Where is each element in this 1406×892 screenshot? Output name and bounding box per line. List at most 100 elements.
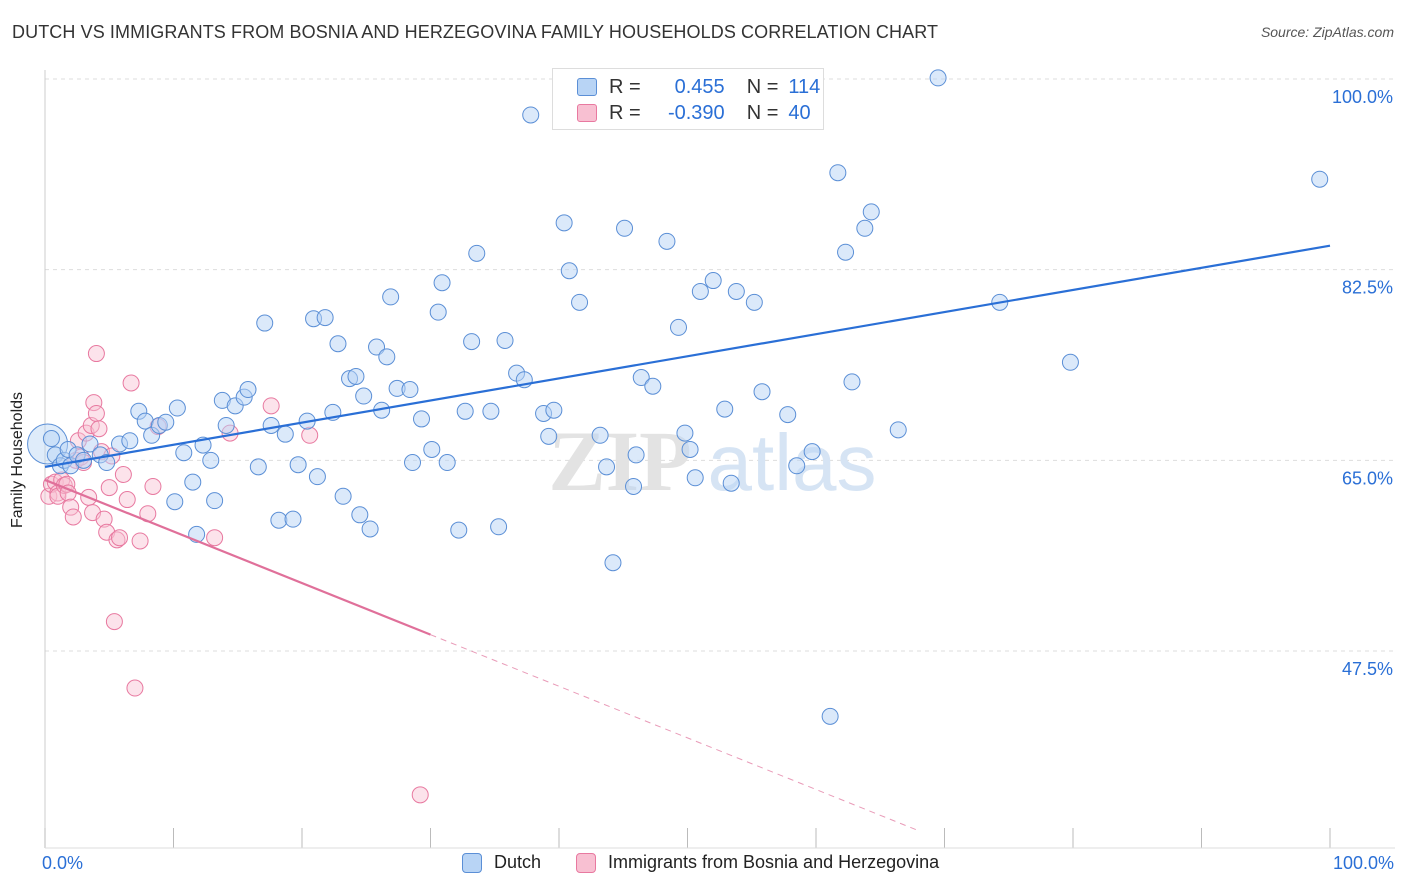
dutch-point — [803, 443, 821, 461]
bosnia-legend-label: Immigrants from Bosnia and Herzegovina — [608, 852, 940, 872]
dutch-point — [496, 331, 514, 349]
dutch-point — [704, 272, 722, 290]
dutch-point — [1061, 353, 1079, 371]
dutch-point — [136, 412, 154, 430]
dutch-point — [632, 369, 650, 387]
dutch-legend-swatch — [462, 852, 482, 873]
dutch-point — [598, 458, 616, 476]
y-tick-label: 47.5% — [1342, 659, 1393, 679]
bosnia-points — [40, 345, 429, 804]
dutch-point — [591, 426, 609, 444]
legend-item-dutch: Dutch — [462, 852, 541, 873]
dutch-point — [382, 288, 400, 306]
bosnia-point — [100, 479, 118, 497]
dutch-point — [482, 402, 500, 420]
x-tick-label-max: 100.0% — [1332, 853, 1394, 873]
legend-item-bosnia: Immigrants from Bosnia and Herzegovina — [576, 852, 939, 873]
dutch-points — [27, 69, 1329, 725]
dutch-point — [262, 416, 280, 434]
bosnia-point — [122, 374, 140, 392]
bosnia-point — [87, 345, 105, 363]
bosnia-legend-swatch — [576, 852, 596, 873]
bosnia-point — [58, 475, 76, 493]
dutch-point — [788, 457, 806, 475]
legend-n-label: N = — [746, 101, 779, 124]
dutch-point — [843, 373, 861, 391]
dutch-point — [929, 69, 947, 87]
dutch-point — [316, 309, 334, 327]
dutch-point — [627, 446, 645, 464]
dutch-point — [334, 487, 352, 505]
dutch-point — [347, 367, 365, 385]
dutch-point — [727, 282, 745, 300]
dutch-point — [670, 318, 688, 336]
legend-n-value: 40 — [788, 101, 811, 124]
grid-layer — [45, 78, 1395, 652]
dutch-point — [616, 219, 634, 237]
dutch-point — [378, 348, 396, 366]
bosnia-point — [105, 613, 123, 631]
dutch-point — [168, 399, 186, 417]
y-tick-label: 82.5% — [1342, 278, 1393, 298]
axis-layer — [44, 70, 1395, 849]
chart-title: DUTCH VS IMMIGRANTS FROM BOSNIA AND HERZ… — [12, 22, 939, 42]
source-label: Source: ZipAtlas.com — [1260, 24, 1394, 40]
trend-layer — [44, 244, 1331, 832]
legend-r-label: R = — [609, 101, 641, 124]
dutch-point — [98, 454, 116, 472]
dutch-point — [157, 413, 175, 431]
dutch-point — [308, 468, 326, 486]
dutch-point — [1311, 170, 1329, 188]
y-tick-label: 65.0% — [1342, 468, 1393, 488]
legend-r-value: 0.455 — [674, 75, 725, 98]
dutch-point — [413, 410, 431, 428]
dutch-point — [284, 510, 302, 528]
dutch-point — [206, 492, 224, 510]
bosnia-point — [49, 487, 67, 505]
y-tick-labels: 47.5% 65.0% 82.5% 100.0% — [1332, 87, 1393, 679]
dutch-point — [175, 444, 193, 462]
dutch-point — [249, 458, 267, 476]
dutch-point — [676, 424, 694, 442]
bosnia-point — [114, 465, 132, 483]
bosnia-point — [262, 397, 280, 415]
dutch-point — [289, 456, 307, 474]
dutch-point — [691, 282, 709, 300]
dutch-point — [166, 493, 184, 511]
dutch-trendline — [44, 244, 1331, 468]
dutch-point — [217, 416, 235, 434]
dutch-point — [681, 440, 699, 458]
dutch-point — [862, 203, 880, 221]
dutch-point — [463, 333, 481, 351]
dutch-point — [779, 406, 797, 424]
bosnia-point — [62, 498, 80, 516]
dutch-point — [361, 520, 379, 538]
dutch-point — [401, 381, 419, 399]
series-legend: Dutch Immigrants from Bosnia and Herzego… — [0, 852, 1406, 878]
dutch-point — [490, 518, 508, 536]
dutch-point — [540, 427, 558, 445]
dutch-point — [438, 454, 456, 472]
watermark-zip: ZIP — [548, 413, 691, 509]
dutch-point — [351, 506, 369, 524]
dutch-point — [686, 469, 704, 487]
dutch-point — [658, 232, 676, 250]
dutch-point — [545, 401, 563, 419]
dutch-swatch — [577, 78, 597, 96]
dutch-point — [368, 338, 386, 356]
y-axis-label: Family Households — [9, 391, 26, 529]
bosnia-trendline — [44, 478, 431, 636]
dutch-point — [329, 335, 347, 353]
dutch-point — [560, 262, 578, 280]
dutch-point — [889, 421, 907, 439]
dutch-point — [433, 274, 451, 292]
bosnia-point — [108, 531, 126, 549]
dutch-point — [239, 381, 257, 399]
dutch-point — [404, 454, 422, 472]
legend-row-dutch: R = 0.455 N = 114 — [577, 74, 820, 100]
legend-row-bosnia: R = -0.390 N = 40 — [577, 100, 811, 126]
bosnia-point — [126, 679, 144, 697]
dutch-point — [270, 511, 288, 529]
dutch-point — [42, 430, 60, 448]
bosnia-point — [144, 477, 162, 495]
